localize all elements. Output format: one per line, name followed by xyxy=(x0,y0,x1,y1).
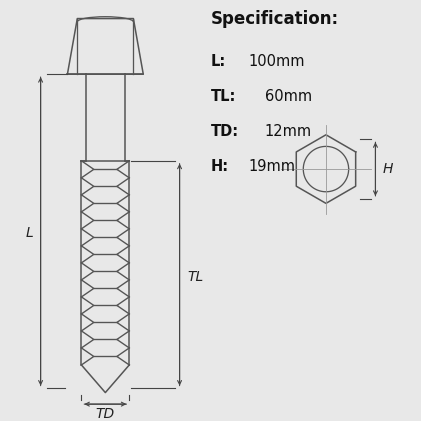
Text: 100mm: 100mm xyxy=(249,53,305,69)
Text: 12mm: 12mm xyxy=(264,124,312,139)
Text: L: L xyxy=(25,226,33,240)
Text: L:: L: xyxy=(210,53,226,69)
Text: TD: TD xyxy=(96,408,115,421)
Text: TL:: TL: xyxy=(210,89,236,104)
Text: TD:: TD: xyxy=(210,124,239,139)
Text: 19mm: 19mm xyxy=(249,159,296,174)
Text: H:: H: xyxy=(210,159,229,174)
Text: 60mm: 60mm xyxy=(264,89,312,104)
Text: H: H xyxy=(383,162,393,176)
Text: TL: TL xyxy=(187,270,203,284)
Text: Specification:: Specification: xyxy=(210,10,338,28)
